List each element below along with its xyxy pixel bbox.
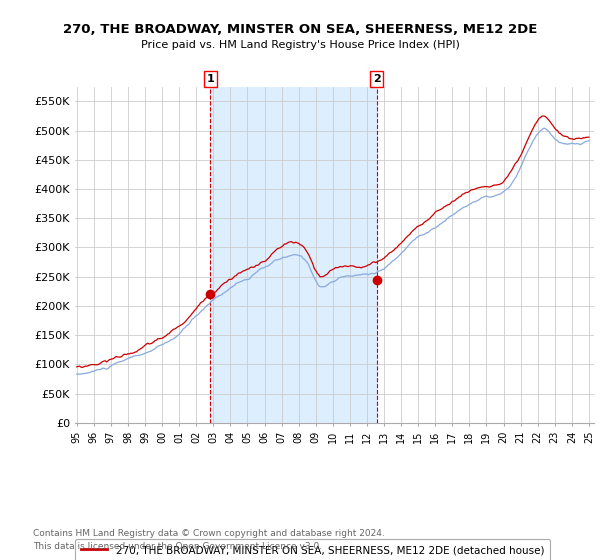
Text: This data is licensed under the Open Government Licence v3.0.: This data is licensed under the Open Gov…: [33, 542, 322, 550]
Text: Contains HM Land Registry data © Crown copyright and database right 2024.: Contains HM Land Registry data © Crown c…: [33, 529, 385, 538]
Text: Price paid vs. HM Land Registry's House Price Index (HPI): Price paid vs. HM Land Registry's House …: [140, 40, 460, 50]
Legend: 270, THE BROADWAY, MINSTER ON SEA, SHEERNESS, ME12 2DE (detached house), HPI: Av: 270, THE BROADWAY, MINSTER ON SEA, SHEER…: [75, 539, 550, 560]
Bar: [211, 87, 377, 423]
Text: 2: 2: [373, 74, 381, 84]
Text: 270, THE BROADWAY, MINSTER ON SEA, SHEERNESS, ME12 2DE: 270, THE BROADWAY, MINSTER ON SEA, SHEER…: [63, 24, 537, 36]
Text: 1: 1: [206, 74, 214, 84]
